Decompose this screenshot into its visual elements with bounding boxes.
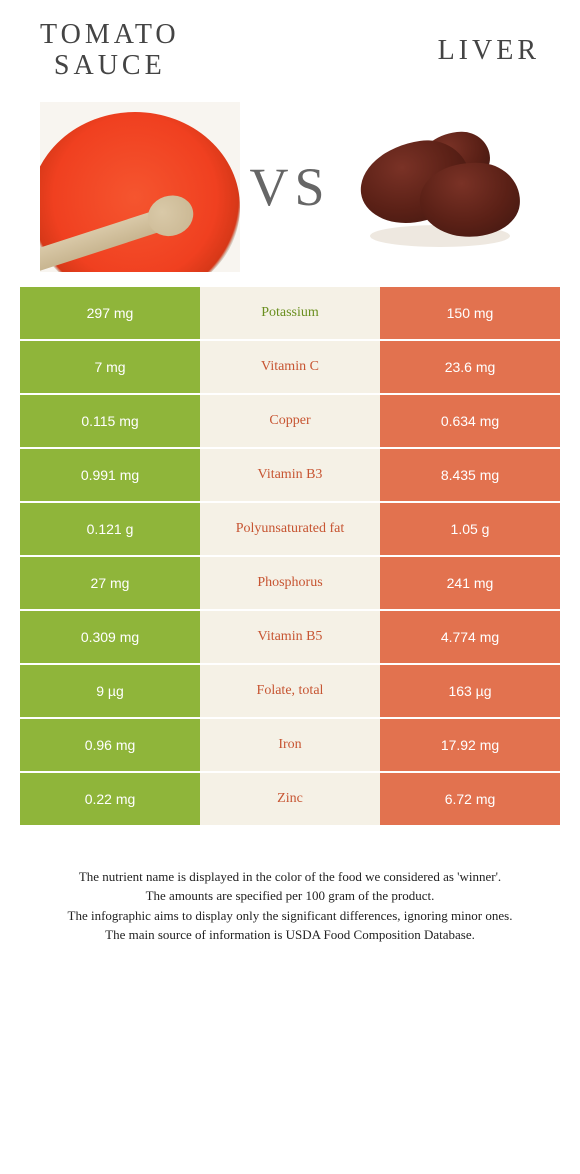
left-value: 0.991 mg xyxy=(20,449,200,503)
footer-line-4: The main source of information is USDA F… xyxy=(30,925,550,945)
nutrient-label: Potassium xyxy=(200,287,380,341)
nutrient-table: 297 mgPotassium150 mg7 mgVitamin C23.6 m… xyxy=(20,287,560,827)
header: TOMATO SAUCE LIVER xyxy=(0,0,580,92)
table-row: 0.115 mgCopper0.634 mg xyxy=(20,395,560,449)
nutrient-label: Vitamin B3 xyxy=(200,449,380,503)
title-right: LIVER xyxy=(438,35,540,67)
left-value: 27 mg xyxy=(20,557,200,611)
nutrient-label: Phosphorus xyxy=(200,557,380,611)
footer-line-1: The nutrient name is displayed in the co… xyxy=(30,867,550,887)
left-value: 7 mg xyxy=(20,341,200,395)
table-row: 0.22 mgZinc6.72 mg xyxy=(20,773,560,827)
footer-text: The nutrient name is displayed in the co… xyxy=(30,867,550,945)
table-row: 0.309 mgVitamin B54.774 mg xyxy=(20,611,560,665)
nutrient-label: Vitamin C xyxy=(200,341,380,395)
tomato-sauce-image xyxy=(40,102,240,272)
right-value: 241 mg xyxy=(380,557,560,611)
nutrient-label: Polyunsaturated fat xyxy=(200,503,380,557)
right-value: 0.634 mg xyxy=(380,395,560,449)
right-value: 163 µg xyxy=(380,665,560,719)
right-value: 1.05 g xyxy=(380,503,560,557)
table-row: 9 µgFolate, total163 µg xyxy=(20,665,560,719)
left-value: 0.115 mg xyxy=(20,395,200,449)
nutrient-label: Folate, total xyxy=(200,665,380,719)
right-value: 150 mg xyxy=(380,287,560,341)
left-value: 0.22 mg xyxy=(20,773,200,827)
nutrient-label: Zinc xyxy=(200,773,380,827)
right-value: 23.6 mg xyxy=(380,341,560,395)
table-row: 7 mgVitamin C23.6 mg xyxy=(20,341,560,395)
images-row: VS xyxy=(0,92,580,277)
left-value: 0.121 g xyxy=(20,503,200,557)
table-row: 0.991 mgVitamin B38.435 mg xyxy=(20,449,560,503)
left-value: 297 mg xyxy=(20,287,200,341)
right-value: 6.72 mg xyxy=(380,773,560,827)
footer-line-2: The amounts are specified per 100 gram o… xyxy=(30,886,550,906)
left-value: 0.309 mg xyxy=(20,611,200,665)
title-left-line2: SAUCE xyxy=(54,50,166,81)
liver-image xyxy=(340,102,540,272)
right-value: 4.774 mg xyxy=(380,611,560,665)
right-value: 17.92 mg xyxy=(380,719,560,773)
title-left: TOMATO SAUCE xyxy=(40,20,180,82)
table-row: 27 mgPhosphorus241 mg xyxy=(20,557,560,611)
footer-line-3: The infographic aims to display only the… xyxy=(30,906,550,926)
nutrient-label: Copper xyxy=(200,395,380,449)
vs-label: VS xyxy=(249,156,330,218)
right-value: 8.435 mg xyxy=(380,449,560,503)
nutrient-label: Iron xyxy=(200,719,380,773)
left-value: 9 µg xyxy=(20,665,200,719)
title-left-line1: TOMATO xyxy=(40,19,180,50)
left-value: 0.96 mg xyxy=(20,719,200,773)
table-row: 0.121 gPolyunsaturated fat1.05 g xyxy=(20,503,560,557)
nutrient-label: Vitamin B5 xyxy=(200,611,380,665)
table-row: 0.96 mgIron17.92 mg xyxy=(20,719,560,773)
table-row: 297 mgPotassium150 mg xyxy=(20,287,560,341)
